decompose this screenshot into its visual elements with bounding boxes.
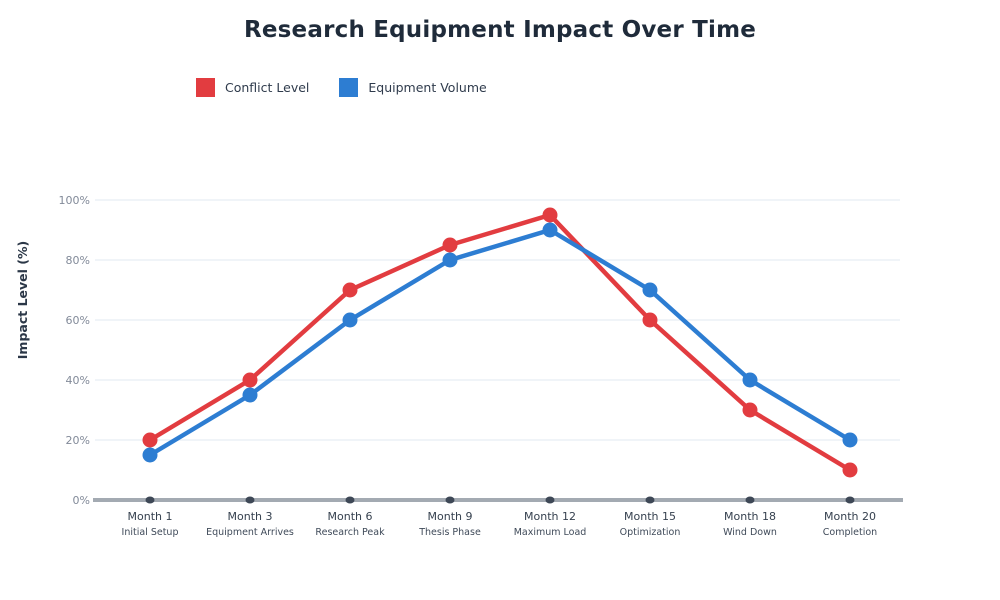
data-point-equipment-volume — [742, 372, 758, 388]
series-line-equipment-volume — [147, 227, 853, 458]
data-point-conflict-level — [142, 432, 158, 448]
data-point-conflict-level — [842, 462, 858, 478]
equipment-volume-swatch-icon — [339, 78, 359, 97]
x-tick-dot — [845, 496, 855, 504]
legend-item-equipment-volume: Equipment Volume — [339, 78, 487, 97]
data-point-conflict-level — [642, 312, 658, 328]
x-tick-dot — [745, 496, 755, 504]
x-tick-label: Month 20 — [824, 510, 876, 523]
data-point-conflict-level — [542, 207, 558, 223]
legend-label-conflict-level: Conflict Level — [225, 80, 310, 95]
x-tick-dot — [145, 496, 155, 504]
data-point-equipment-volume — [242, 387, 258, 403]
data-point-equipment-volume — [442, 252, 458, 268]
x-tick-label: Month 9 — [428, 510, 473, 523]
x-tick-label: Month 6 — [328, 510, 373, 523]
x-tick-dot — [545, 496, 555, 504]
legend-label-equipment-volume: Equipment Volume — [368, 80, 487, 95]
data-point-equipment-volume — [842, 432, 858, 448]
y-axis-title: Impact Level (%) — [15, 241, 30, 359]
y-tick-label: 60% — [66, 314, 90, 327]
x-tick-label: Month 3 — [228, 510, 273, 523]
x-tick-sublabel: Maximum Load — [514, 527, 587, 538]
x-tick-label: Month 15 — [624, 510, 676, 523]
data-point-conflict-level — [742, 402, 758, 418]
y-tick-label: 40% — [66, 374, 90, 387]
data-point-conflict-level — [242, 372, 258, 388]
data-point-equipment-volume — [142, 447, 158, 463]
y-tick-label: 100% — [59, 194, 90, 207]
data-point-equipment-volume — [342, 312, 358, 328]
y-tick-label: 20% — [66, 434, 90, 447]
x-tick-dot — [445, 496, 455, 504]
data-point-conflict-level — [342, 282, 358, 298]
x-tick-sublabel: Equipment Arrives — [206, 527, 294, 538]
x-tick-sublabel: Wind Down — [723, 527, 777, 538]
x-tick-sublabel: Initial Setup — [122, 527, 179, 538]
y-tick-label: 80% — [66, 254, 90, 267]
x-tick-sublabel: Completion — [823, 527, 877, 538]
y-tick-label: 0% — [73, 494, 90, 507]
x-tick-sublabel: Optimization — [620, 527, 681, 538]
legend-item-conflict-level: Conflict Level — [196, 78, 309, 97]
x-tick-sublabel: Thesis Phase — [418, 527, 481, 538]
data-point-equipment-volume — [642, 282, 658, 298]
series-line-conflict-level — [147, 212, 853, 473]
x-tick-label: Month 18 — [724, 510, 776, 523]
x-tick-label: Month 1 — [128, 510, 173, 523]
x-tick-sublabel: Research Peak — [315, 527, 385, 538]
x-tick-dot — [345, 496, 355, 504]
x-tick-dot — [245, 496, 255, 504]
data-point-equipment-volume — [542, 222, 558, 238]
chart-title: Research Equipment Impact Over Time — [243, 17, 757, 43]
data-point-conflict-level — [442, 237, 458, 253]
conflict-level-swatch-icon — [196, 78, 215, 97]
x-tick-label: Month 12 — [524, 510, 576, 523]
x-tick-dot — [645, 496, 655, 504]
chart-legend: Conflict Level Equipment Volume — [196, 78, 487, 97]
